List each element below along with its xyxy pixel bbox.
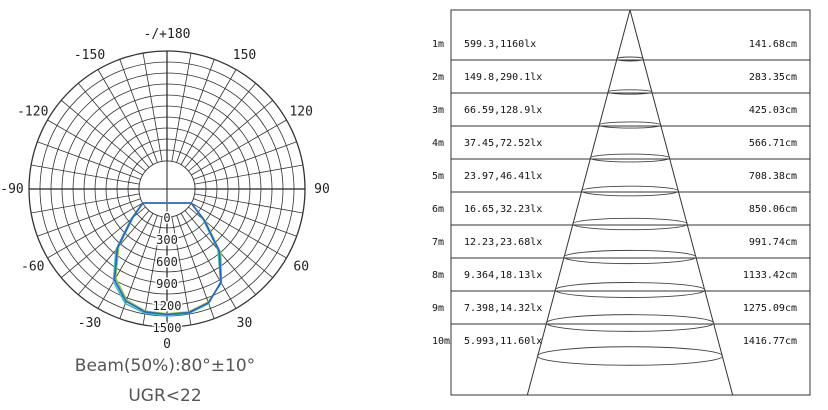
lux-value: 599.3,1160lx [464, 39, 536, 50]
distance-label: 4m [432, 138, 444, 149]
diameter-value: 425.03cm [749, 105, 797, 116]
grid-spoke [188, 99, 273, 172]
lux-value: 9.364,18.13lx [464, 270, 542, 281]
distance-label: 7m [432, 237, 444, 248]
grid-spoke [31, 164, 140, 185]
table-rows: 1m 599.3,1160lx 141.68cm 2m 149.8,290.1lx 283… [432, 39, 810, 366]
grid-spoke [194, 164, 303, 185]
diameter-value: 566.71cm [749, 138, 797, 149]
grid-spoke [191, 202, 287, 259]
grid-spoke [142, 216, 163, 325]
ugr-label: UGR<22 [128, 386, 202, 406]
cone-right-edge [629, 9, 734, 396]
angle-label: 90 [314, 182, 330, 197]
lux-value: 149.8,290.1lx [464, 72, 542, 83]
lux-value: 66.59,128.9lx [464, 105, 542, 116]
beam-ellipse [545, 314, 715, 332]
angle-label: -90 [0, 182, 23, 197]
distance-label: 1m [432, 39, 444, 50]
angle-label: -60 [21, 260, 44, 275]
lux-value: 16.65,32.23lx [464, 204, 542, 215]
beam-ellipse [572, 217, 688, 231]
grid-spoke [180, 69, 237, 165]
beam-ellipse [607, 89, 653, 95]
lux-value: 5.993,11.60lx [464, 336, 542, 347]
distance-label: 5m [432, 171, 444, 182]
diameter-value: 283.35cm [749, 72, 797, 83]
radial-tick-label: 600 [156, 255, 178, 269]
grid-spoke [37, 141, 141, 180]
radial-tick-label: 0 [163, 211, 170, 225]
diameter-value: 1133.42cm [743, 270, 797, 281]
grid-spoke [193, 141, 297, 180]
beam-angle-label: Beam(50%):80°±10° [74, 356, 256, 376]
angle-label: -150 [74, 48, 105, 63]
beam-ellipse [598, 121, 662, 129]
grid-spoke [47, 119, 143, 176]
grid-spoke [180, 213, 237, 309]
beam-ellipse [589, 153, 671, 163]
grid-spoke [77, 210, 150, 295]
distance-label: 3m [432, 105, 444, 116]
angle-label: 120 [289, 105, 312, 120]
grid-spoke [142, 53, 163, 162]
radial-tick-label: 1200 [153, 299, 182, 313]
grid-spoke [97, 213, 154, 309]
grid-spoke [37, 198, 141, 237]
beam-ellipse [616, 56, 644, 62]
angle-label: 0 [163, 337, 171, 352]
polar-grid [28, 50, 306, 328]
diameter-value: 991.74cm [749, 237, 797, 248]
lux-value: 12.23,23.68lx [464, 237, 542, 248]
distance-label: 10m [432, 336, 450, 347]
diameter-value: 141.68cm [749, 39, 797, 50]
diameter-value: 850.06cm [749, 204, 797, 215]
table-frame [450, 9, 811, 396]
beam-ellipse [581, 185, 679, 197]
grid-spoke [97, 69, 154, 165]
angle-label: -120 [17, 105, 48, 120]
grid-spoke [191, 119, 287, 176]
grid-spoke [31, 193, 140, 214]
diameter-value: 1416.77cm [743, 336, 797, 347]
diameter-value: 708.38cm [749, 171, 797, 182]
beam-ellipse [554, 282, 706, 298]
grid-spoke [61, 99, 146, 172]
lux-value: 7.398,14.32lx [464, 303, 542, 314]
diameter-value: 1275.09cm [743, 303, 797, 314]
intensity-curve [113, 202, 222, 316]
lux-value: 23.97,46.41lx [464, 171, 542, 182]
radial-tick-label: 900 [156, 277, 178, 291]
distance-label: 9m [432, 303, 444, 314]
beam-ellipse [537, 346, 723, 366]
polar-curves [112, 202, 223, 317]
angle-label: 60 [293, 260, 309, 275]
grid-spoke [171, 53, 192, 162]
grid-spoke [119, 59, 158, 163]
distance-label: 6m [432, 204, 444, 215]
grid-spoke [194, 193, 303, 214]
beam-ellipse [563, 249, 697, 265]
angle-label: -30 [78, 316, 101, 331]
grid-spoke [171, 216, 192, 325]
distance-label: 2m [432, 72, 444, 83]
lux-value: 37.45,72.52lx [464, 138, 542, 149]
radial-tick-label: 1500 [153, 321, 182, 335]
angle-label: -/+180 [144, 27, 191, 42]
angle-label: 150 [233, 48, 256, 63]
grid-spoke [193, 198, 297, 237]
distance-label: 8m [432, 270, 444, 281]
grid-spoke [176, 59, 215, 163]
angle-label: 30 [237, 316, 253, 331]
radial-tick-label: 300 [156, 233, 178, 247]
grid-spoke [184, 83, 257, 168]
grid-spoke [47, 202, 143, 259]
cone-left-edge [526, 9, 631, 396]
grid-spoke [77, 83, 150, 168]
